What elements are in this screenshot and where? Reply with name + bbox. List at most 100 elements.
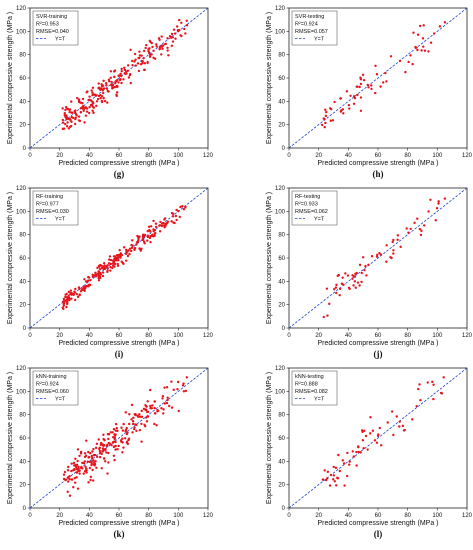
data-point (122, 246, 126, 249)
data-point (77, 286, 81, 289)
data-point (356, 93, 359, 97)
legend-r2: R²=0.977 (36, 202, 59, 208)
data-point (339, 97, 342, 100)
data-point (121, 441, 124, 444)
data-point (119, 439, 123, 442)
x-tick-label: 100 (173, 333, 184, 339)
data-point (95, 442, 99, 446)
data-point (359, 96, 363, 99)
y-tick-label: 100 (16, 209, 27, 215)
x-tick-label: 20 (56, 333, 63, 339)
data-point (125, 426, 128, 430)
data-point (136, 240, 140, 243)
legend-rmse: RMSE=0.062 (295, 209, 328, 215)
data-point (109, 70, 113, 73)
data-point (146, 234, 150, 237)
data-point (437, 200, 440, 203)
data-point (184, 32, 187, 35)
identity-line (288, 367, 468, 509)
x-tick-label: 60 (116, 333, 123, 339)
data-point (403, 428, 407, 432)
data-point (104, 82, 108, 85)
data-point (88, 460, 91, 464)
legend-title: SVR-testing (295, 14, 324, 20)
data-point (355, 271, 358, 275)
data-point (407, 231, 410, 234)
data-point (333, 287, 336, 291)
data-point (375, 255, 379, 258)
data-point (64, 115, 67, 119)
x-tick-label: 0 (28, 333, 32, 339)
data-point (341, 459, 344, 462)
data-point (374, 91, 377, 95)
data-point (97, 270, 100, 273)
data-point (170, 211, 174, 215)
x-tick-label: 0 (287, 153, 291, 159)
data-point (141, 60, 145, 63)
y-tick-label: 0 (23, 506, 27, 512)
data-point (68, 478, 71, 481)
y-tick-label: 100 (16, 389, 27, 395)
data-point (154, 412, 157, 415)
data-point (98, 447, 101, 451)
data-point (358, 284, 361, 287)
data-point (361, 73, 365, 77)
data-point (106, 101, 109, 104)
data-point (69, 125, 72, 129)
data-point (329, 107, 333, 111)
data-point (160, 53, 163, 56)
data-point (143, 425, 147, 428)
data-point (125, 432, 129, 436)
data-point (128, 73, 132, 76)
data-point (108, 255, 112, 258)
data-point (94, 271, 97, 275)
legend-title: RF-testing (295, 194, 320, 200)
data-point (166, 46, 169, 50)
data-point (79, 107, 82, 110)
data-point (76, 487, 80, 490)
data-point (352, 284, 355, 287)
data-point (117, 81, 120, 84)
data-point (114, 433, 117, 436)
data-point (346, 274, 350, 277)
data-point (138, 235, 141, 238)
data-point (145, 420, 149, 423)
data-point (76, 448, 80, 451)
data-point (392, 433, 395, 437)
data-point (88, 105, 91, 109)
legend-r2: R²=0.924 (36, 382, 59, 388)
data-point (179, 34, 182, 37)
data-point (432, 383, 435, 386)
data-point (323, 117, 326, 121)
data-point (154, 222, 158, 225)
y-tick-label: 0 (282, 146, 286, 152)
data-point (349, 94, 352, 97)
data-point (439, 391, 443, 395)
data-point (114, 257, 117, 261)
data-point (138, 429, 142, 432)
data-point (87, 450, 90, 454)
data-point (90, 463, 93, 467)
data-point (170, 380, 173, 383)
data-point (66, 490, 69, 493)
data-point (116, 85, 119, 89)
data-point (98, 87, 101, 90)
data-point (79, 111, 83, 114)
data-point (107, 451, 110, 455)
data-point (86, 90, 89, 93)
data-point (359, 82, 363, 86)
data-point (99, 93, 102, 97)
data-point (353, 96, 357, 100)
data-point (147, 51, 151, 55)
data-point (110, 80, 113, 84)
data-point (342, 462, 346, 465)
data-point (152, 49, 155, 52)
scatter-panel-j: 00 20 20 40 40 60 60 80 80 100 100 120 120 Predicted … (266, 186, 473, 359)
data-point (91, 109, 94, 112)
data-point (105, 87, 109, 91)
data-point (321, 478, 325, 481)
panel-label: (g) (114, 169, 125, 179)
data-point (82, 107, 86, 110)
data-point (160, 222, 164, 225)
data-point (163, 386, 166, 389)
